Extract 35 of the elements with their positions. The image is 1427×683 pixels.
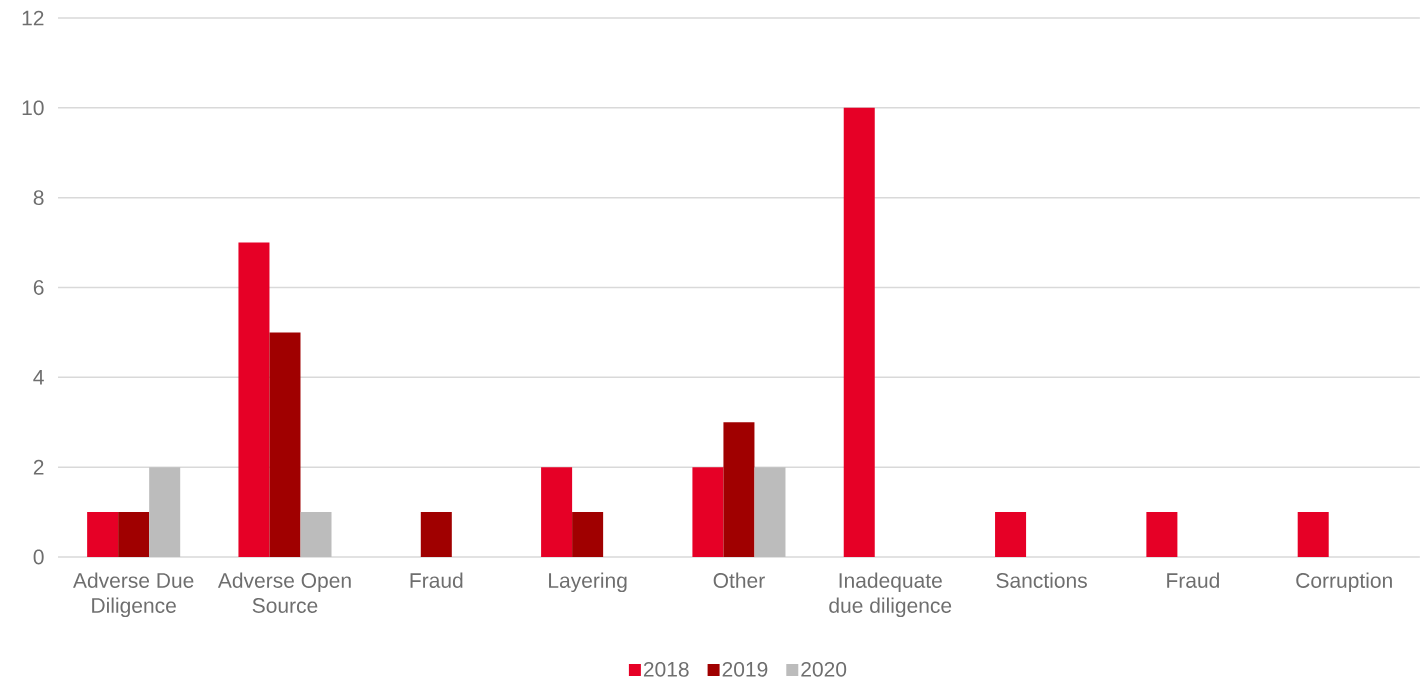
legend-label: 2019	[722, 661, 768, 677]
x-tick-label: Sanctions	[996, 572, 1087, 588]
y-tick-label: 8	[33, 190, 44, 206]
x-tick-label: Fraud	[410, 572, 463, 588]
bar	[843, 107, 875, 557]
x-tick-label: Layering	[549, 572, 627, 593]
y-tick-label: 6	[33, 280, 44, 295]
y-tick-label: 0	[33, 549, 44, 565]
bar	[995, 512, 1027, 557]
bar	[87, 512, 119, 557]
bar	[723, 422, 755, 557]
bar	[269, 332, 301, 557]
x-tick-label: Adverse Due Diligence	[73, 572, 194, 618]
bar	[1297, 512, 1329, 557]
bar	[238, 242, 270, 557]
y-tick-label: 12	[22, 10, 44, 26]
x-tick-label: Other	[713, 572, 765, 588]
bar	[541, 467, 573, 557]
legend-label: 2020	[801, 661, 847, 677]
bar	[692, 467, 724, 557]
bar	[118, 512, 150, 557]
y-tick-label: 2	[33, 459, 44, 475]
x-tick-label: Fraud	[1167, 572, 1219, 588]
bar	[1146, 512, 1178, 557]
bar	[420, 512, 452, 557]
y-tick-label: 10	[22, 100, 44, 116]
y-tick-label: 4	[33, 370, 44, 385]
x-tick-label: Inadequate due diligence	[829, 572, 952, 618]
bar	[572, 512, 604, 557]
bar	[300, 512, 332, 557]
bar	[149, 467, 181, 557]
x-tick-label: Adverse Open Source	[217, 572, 351, 613]
bar	[754, 467, 786, 557]
legend-label: 2018	[643, 661, 689, 677]
x-tick-label: Corruption	[1296, 572, 1392, 593]
